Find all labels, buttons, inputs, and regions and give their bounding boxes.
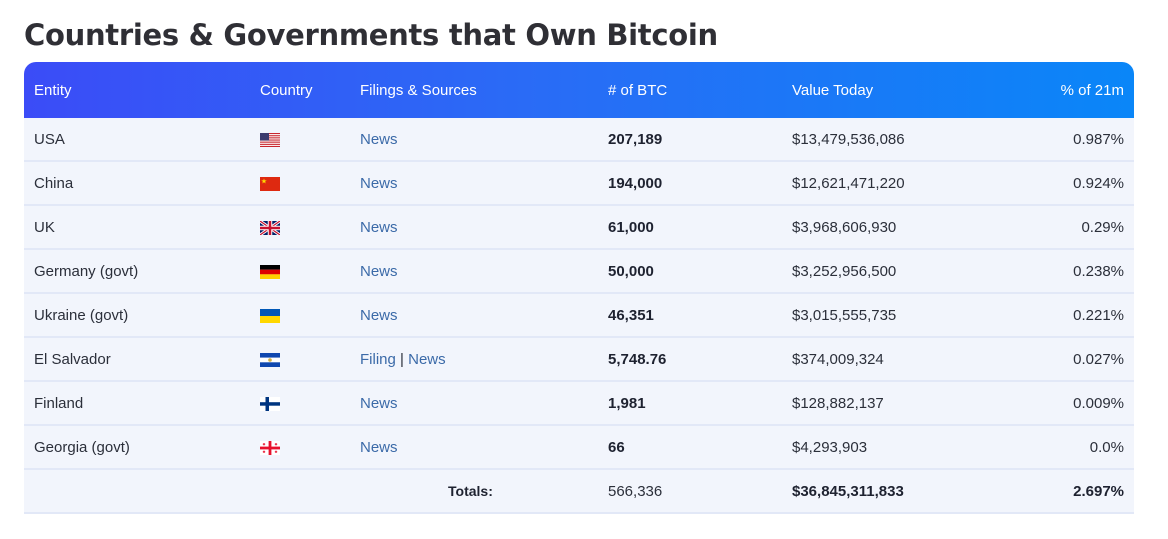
btc-cell: 46,351: [608, 306, 654, 324]
germany-flag-icon: [260, 264, 280, 279]
link-separator: |: [400, 350, 404, 368]
table-row: USA News 207,189 $13,479,536,086 0.987%: [24, 118, 1134, 161]
pct-cell: 0.238%: [1073, 262, 1124, 280]
header-country[interactable]: Country: [260, 81, 313, 99]
table-row: Ukraine (govt) News 46,351 $3,015,555,73…: [24, 293, 1134, 337]
btc-cell: 50,000: [608, 262, 654, 280]
table-row: Georgia (govt) News 66 $4,293,903 0.0%: [24, 425, 1134, 469]
pct-cell: 0.987%: [1073, 130, 1124, 148]
entity-cell: Finland: [34, 394, 84, 412]
china-flag-icon: [260, 176, 280, 191]
value-cell: $13,479,536,086: [792, 130, 905, 148]
entity-cell: Germany (govt): [34, 262, 139, 280]
pct-cell: 0.0%: [1089, 438, 1124, 456]
finland-flag-icon: [260, 396, 280, 411]
entity-cell: Georgia (govt): [34, 438, 130, 456]
table-row: Germany (govt) News 50,000 $3,252,956,50…: [24, 249, 1134, 293]
entity-cell: UK: [34, 218, 55, 236]
news-link[interactable]: News: [360, 306, 398, 324]
news-link[interactable]: News: [360, 174, 398, 192]
btc-cell: 207,189: [608, 130, 663, 148]
el-salvador-flag-icon: [260, 352, 280, 367]
table-row: China News 194,000 $12,621,471,220 0.924…: [24, 161, 1134, 205]
filing-link[interactable]: Filing: [360, 350, 396, 368]
value-cell: $12,621,471,220: [792, 174, 905, 192]
header-entity[interactable]: Entity: [34, 81, 72, 99]
btc-cell: 61,000: [608, 218, 654, 236]
pct-cell: 0.009%: [1073, 394, 1124, 412]
value-cell: $3,015,555,735: [792, 306, 897, 324]
entity-cell: Ukraine (govt): [34, 306, 129, 324]
ukraine-flag-icon: [260, 308, 280, 323]
news-link[interactable]: News: [360, 262, 398, 280]
value-cell: $374,009,324: [792, 350, 884, 368]
value-cell: $3,968,606,930: [792, 218, 897, 236]
totals-label: Totals:: [448, 483, 493, 499]
entity-cell: USA: [34, 130, 65, 148]
totals-value: $36,845,311,833: [792, 482, 904, 500]
value-cell: $128,882,137: [792, 394, 884, 412]
value-cell: $4,293,903: [792, 438, 868, 456]
pct-cell: 0.924%: [1073, 174, 1124, 192]
table-row: El Salvador Filing | News 5,748.76 $374,…: [24, 337, 1134, 381]
table-header-row: Entity Country Filings & Sources # of BT…: [24, 62, 1134, 118]
pct-cell: 0.221%: [1073, 306, 1124, 324]
news-link[interactable]: News: [360, 130, 398, 148]
header-sources[interactable]: Filings & Sources: [360, 81, 477, 99]
news-link[interactable]: News: [360, 218, 398, 236]
header-btc[interactable]: # of BTC: [608, 81, 668, 99]
totals-row: Totals: 566,336 $36,845,311,833 2.697%: [24, 469, 1134, 513]
btc-cell: 194,000: [608, 174, 663, 192]
entity-cell: El Salvador: [34, 350, 111, 368]
btc-cell: 66: [608, 438, 625, 456]
header-pct[interactable]: % of 21m: [1060, 81, 1124, 99]
totals-btc: 566,336: [608, 482, 663, 500]
bitcoin-holdings-table: Entity Country Filings & Sources # of BT…: [24, 62, 1134, 514]
value-cell: $3,252,956,500: [792, 262, 897, 280]
news-link[interactable]: News: [408, 350, 446, 368]
table-row: Finland News 1,981 $128,882,137 0.009%: [24, 381, 1134, 425]
header-value[interactable]: Value Today: [792, 81, 874, 99]
news-link[interactable]: News: [360, 394, 398, 412]
entity-cell: China: [34, 174, 74, 192]
btc-cell: 1,981: [608, 394, 646, 412]
btc-cell: 5,748.76: [608, 350, 667, 368]
totals-pct: 2.697%: [1073, 482, 1124, 500]
pct-cell: 0.027%: [1073, 350, 1124, 368]
us-flag-icon: [260, 132, 280, 147]
pct-cell: 0.29%: [1081, 218, 1124, 236]
page-title: Countries & Governments that Own Bitcoin: [24, 18, 718, 52]
georgia-flag-icon: [260, 440, 280, 455]
uk-flag-icon: [260, 220, 280, 235]
news-link[interactable]: News: [360, 438, 398, 456]
table-row: UK News 61,000 $3,968,606,930 0.29%: [24, 205, 1134, 249]
